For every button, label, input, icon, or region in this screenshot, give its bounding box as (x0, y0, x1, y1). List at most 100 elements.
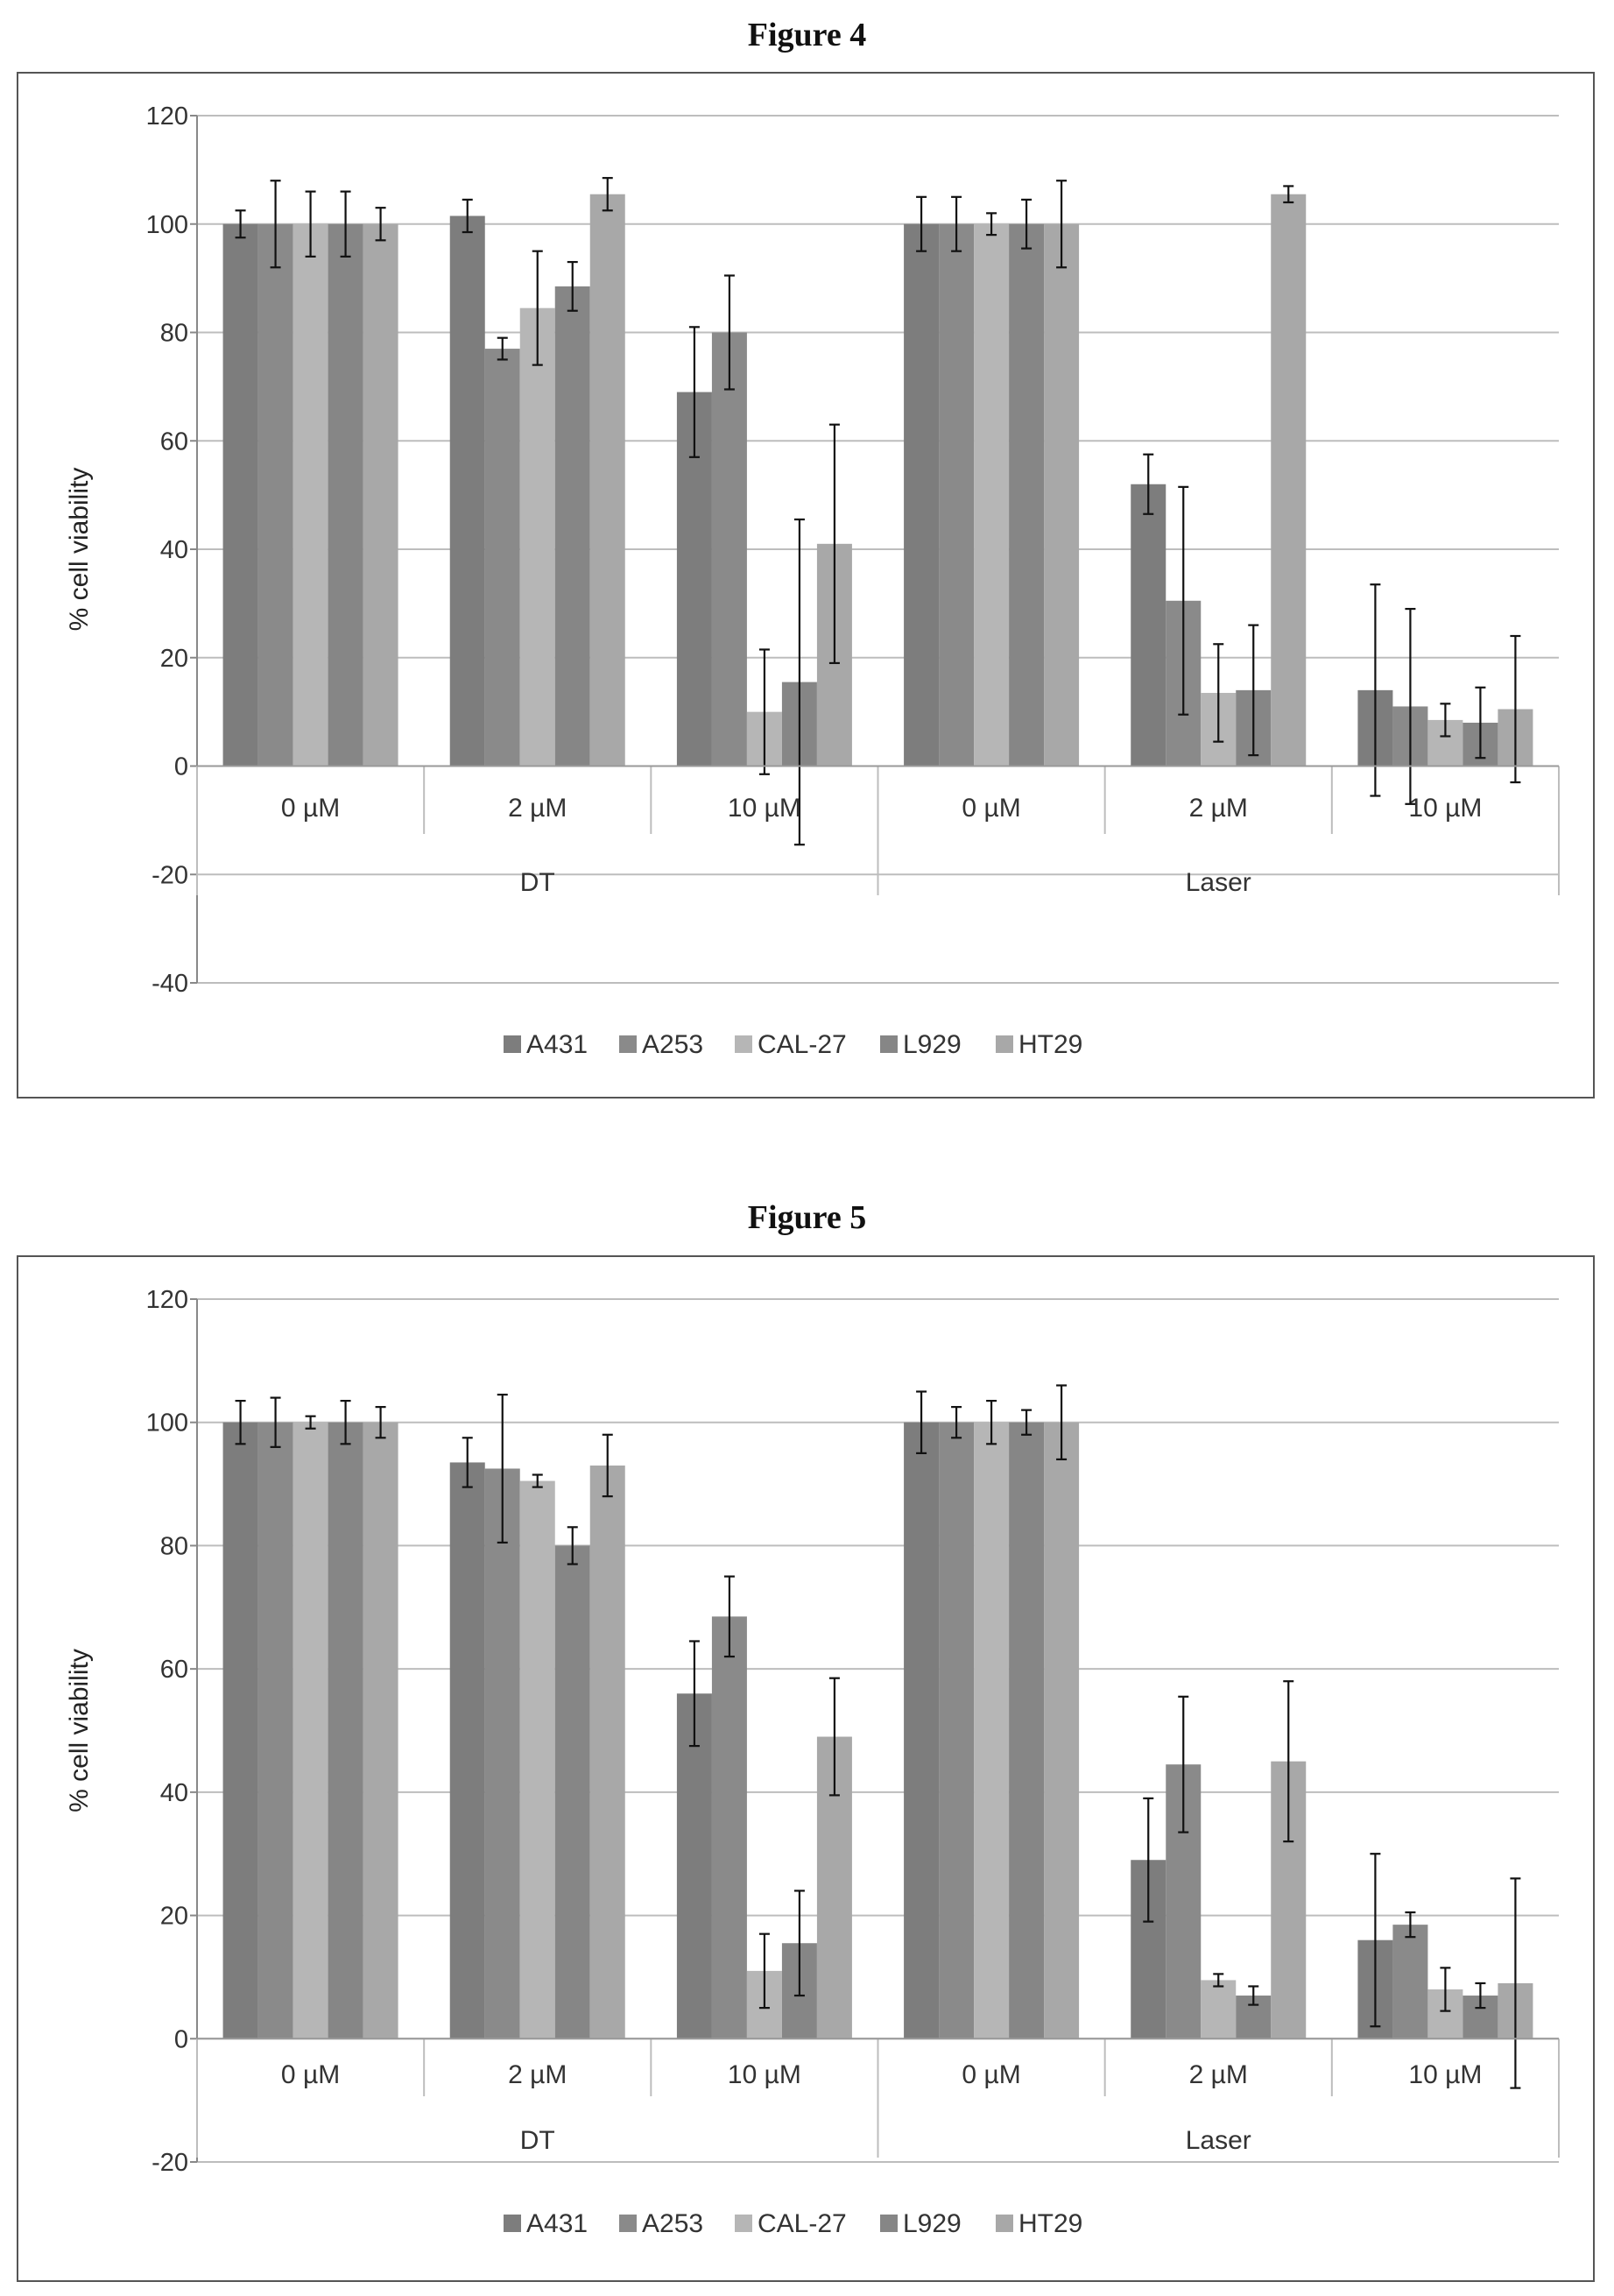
legend-label: A253 (642, 1030, 703, 1059)
bar-a253-3 (939, 223, 975, 767)
bar-a253-1 (484, 349, 520, 767)
bar-cal-27-4 (1201, 1980, 1237, 2039)
y-tick-label: 0 (174, 753, 188, 781)
category-label: 2 µM (1189, 794, 1248, 823)
bar-cal-27-0 (292, 223, 328, 767)
legend-swatch (619, 2215, 637, 2232)
chart-frame (17, 72, 1595, 1099)
bar-a253-1 (484, 1468, 520, 2039)
bar-ht29-1 (589, 194, 625, 767)
y-tick-label: 60 (160, 427, 188, 456)
y-axis-label: % cell viability (65, 1649, 94, 1812)
y-tick-label: 80 (160, 320, 188, 348)
bar-l929-0 (328, 1422, 363, 2039)
category-label: 10 µM (1408, 2060, 1482, 2089)
y-tick-label: 120 (146, 102, 188, 131)
figure-4-chart: -40 -20 0 20 40 60 80 100 120 % cell viability 0 µ… (17, 72, 1595, 1099)
bar-ht29-3 (1044, 223, 1080, 767)
category-label: 2 µM (1189, 2060, 1248, 2089)
chart-frame (17, 1255, 1595, 2282)
bar-cal-27-1 (519, 307, 555, 767)
group-label: Laser (1186, 868, 1251, 897)
legend-swatch (735, 1035, 752, 1053)
bar-a431-4 (1131, 484, 1166, 767)
category-label: 10 µM (728, 794, 801, 823)
legend-label: A431 (526, 2209, 588, 2238)
legend-swatch (996, 2215, 1013, 2232)
figure-4-title: Figure 4 (747, 17, 867, 53)
bar-a431-3 (904, 223, 940, 767)
bar-a431-0 (222, 223, 258, 767)
legend-label: A253 (642, 2209, 703, 2238)
figure-5-title: Figure 5 (747, 1199, 867, 1236)
bar-a253-2 (711, 1616, 747, 2039)
bar-a431-0 (222, 1422, 258, 2039)
bar-a253-3 (939, 1422, 975, 2039)
legend-label: CAL-27 (758, 2209, 847, 2238)
category-label: 2 µM (508, 2060, 567, 2089)
y-tick-label: 40 (160, 536, 188, 564)
bar-a253-0 (257, 1422, 293, 2039)
legend-swatch (880, 2215, 898, 2232)
legend-swatch (880, 1035, 898, 1053)
category-label: 0 µM (962, 2060, 1020, 2089)
group-label: Laser (1186, 2126, 1251, 2155)
bar-a431-1 (449, 1462, 485, 2039)
bar-cal-27-3 (974, 1422, 1010, 2039)
bar-cal-27-3 (974, 223, 1010, 767)
legend-label: HT29 (1018, 2209, 1082, 2238)
legend-swatch (504, 1035, 521, 1053)
legend: A431 A253 CAL-27 L929 HT29 (504, 1030, 1082, 1059)
legend-label: HT29 (1018, 1030, 1082, 1059)
group-label: DT (520, 868, 555, 897)
category-label: 10 µM (1408, 794, 1482, 823)
y-tick-label: 60 (160, 1656, 188, 1684)
bar-a253-5 (1392, 1925, 1428, 2039)
y-tick-label: -20 (152, 2149, 188, 2177)
y-tick-label: 100 (146, 1409, 188, 1438)
bar-cal-27-1 (519, 1480, 555, 2039)
legend-label: A431 (526, 1030, 588, 1059)
legend-label: L929 (903, 1030, 962, 1059)
bar-l929-1 (554, 1545, 590, 2039)
y-tick-label: 100 (146, 211, 188, 239)
bar-a253-2 (711, 332, 747, 767)
bar-l929-1 (554, 286, 590, 767)
bar-a431-2 (676, 1693, 712, 2039)
y-tick-label: 40 (160, 1779, 188, 1807)
y-tick-label: 20 (160, 645, 188, 673)
y-tick-label: 80 (160, 1532, 188, 1560)
bar-l929-3 (1009, 1422, 1045, 2039)
y-tick-label: 20 (160, 1903, 188, 1931)
y-tick-label: 0 (174, 2025, 188, 2053)
category-label: 0 µM (281, 2060, 340, 2089)
y-axis-label: % cell viability (65, 468, 94, 632)
legend-swatch (619, 1035, 637, 1053)
category-label: 0 µM (281, 794, 340, 823)
bar-l929-0 (328, 223, 363, 767)
bar-a431-3 (904, 1422, 940, 2039)
bar-ht29-0 (363, 1422, 398, 2039)
bar-a253-0 (257, 223, 293, 767)
category-label: 2 µM (508, 794, 567, 823)
y-tick-label: 120 (146, 1286, 188, 1314)
bar-cal-27-0 (292, 1422, 328, 2039)
legend-swatch (504, 2215, 521, 2232)
bar-ht29-1 (589, 1465, 625, 2039)
y-tick-label: -20 (152, 861, 188, 889)
legend: A431 A253 CAL-27 L929 HT29 (504, 2209, 1082, 2238)
legend-label: L929 (903, 2209, 962, 2238)
bar-l929-3 (1009, 223, 1045, 767)
group-label: DT (520, 2126, 555, 2155)
category-label: 0 µM (962, 794, 1020, 823)
bar-ht29-4 (1271, 194, 1307, 767)
bar-ht29-3 (1044, 1422, 1080, 2039)
legend-swatch (996, 1035, 1013, 1053)
bar-a431-1 (449, 215, 485, 767)
bar-ht29-0 (363, 223, 398, 767)
y-tick-label: -40 (152, 970, 188, 998)
figure-5-chart: -20 0 20 40 60 80 100 120 % cell viability 0 µM 2 … (17, 1255, 1595, 2282)
legend-swatch (735, 2215, 752, 2232)
category-label: 10 µM (728, 2060, 801, 2089)
legend-label: CAL-27 (758, 1030, 847, 1059)
